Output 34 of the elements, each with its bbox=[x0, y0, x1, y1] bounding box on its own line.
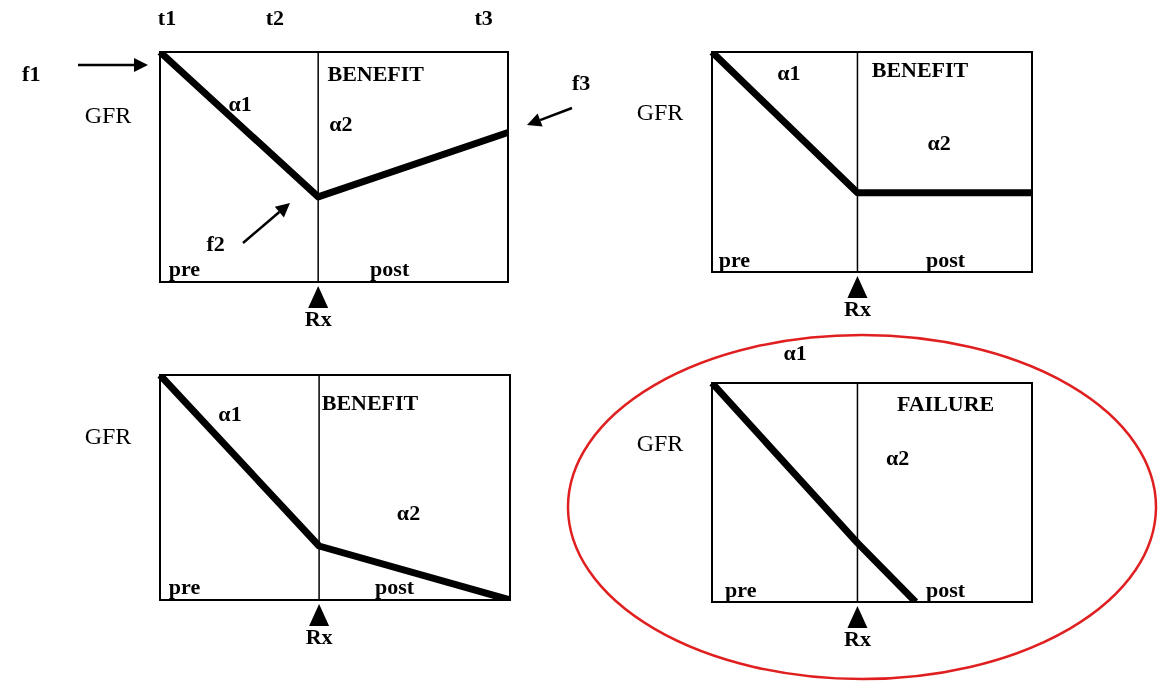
annotation: α2 bbox=[885, 445, 910, 471]
text: t2 bbox=[265, 5, 284, 31]
annotation: f2 bbox=[206, 230, 225, 256]
annotation: α2 bbox=[329, 111, 353, 137]
text: Rx bbox=[305, 623, 333, 649]
annotation: BENEFIT bbox=[321, 389, 419, 415]
text: Rx bbox=[304, 305, 332, 331]
annotation: α1 bbox=[228, 90, 252, 116]
annotation: α1 bbox=[218, 401, 242, 427]
annotation: α2 bbox=[396, 500, 421, 526]
y-axis-title: GFR bbox=[84, 423, 132, 450]
annotation: pre bbox=[725, 576, 757, 602]
text: t3 bbox=[474, 5, 493, 31]
annotation: pre bbox=[718, 246, 751, 272]
annotation: BENEFIT bbox=[871, 57, 969, 83]
annotation: α2 bbox=[927, 130, 951, 156]
annotation: post bbox=[926, 576, 966, 602]
annotation: FAILURE bbox=[896, 390, 995, 416]
annotation: BENEFIT bbox=[327, 60, 425, 86]
text: Rx bbox=[844, 625, 871, 651]
text: f1 bbox=[22, 60, 41, 86]
y-axis-title: GFR bbox=[636, 98, 684, 125]
text: Rx bbox=[844, 295, 871, 321]
annotation: post bbox=[374, 574, 415, 600]
annotation: α1 bbox=[777, 59, 801, 85]
text: α1 bbox=[783, 340, 807, 366]
annotation: post bbox=[926, 246, 966, 272]
annotation: pre bbox=[168, 574, 201, 600]
text: f3 bbox=[571, 69, 591, 95]
text: t1 bbox=[157, 5, 177, 31]
annotation: post bbox=[370, 256, 410, 282]
annotation: pre bbox=[168, 256, 201, 282]
y-axis-title: GFR bbox=[84, 101, 132, 128]
y-axis-title: GFR bbox=[636, 429, 684, 456]
